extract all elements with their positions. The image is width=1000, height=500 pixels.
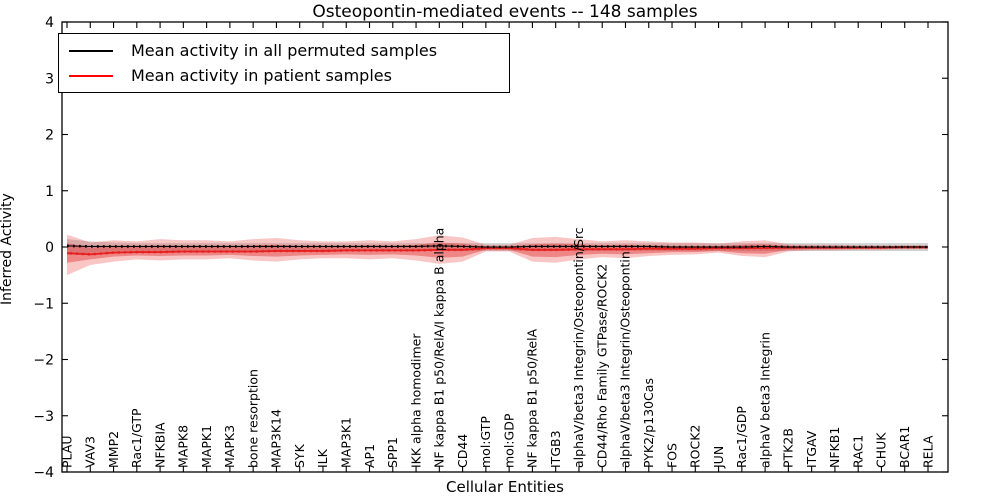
x-tick-label: MAPK3 [222, 425, 237, 468]
x-tick-label: IKK alpha homodimer [408, 333, 423, 468]
x-tick-label: MMP2 [106, 431, 121, 468]
x-tick-label: mol:GDP [501, 413, 516, 468]
x-tick-label: NFKB1 [827, 427, 842, 468]
x-tick-label: RELA [920, 435, 935, 468]
legend: Mean activity in all permuted samples Me… [58, 33, 510, 93]
y-tick-label: 3 [45, 71, 54, 87]
x-tick-label: NFKBIA [152, 422, 167, 468]
legend-label-patient: Mean activity in patient samples [131, 66, 392, 85]
y-tick-label: −1 [33, 296, 54, 312]
confidence-bands [67, 234, 928, 276]
y-tick-label: 1 [45, 184, 54, 200]
x-tick-label: PTK2B [781, 428, 796, 468]
x-tick-label: SYK [292, 443, 307, 468]
x-tick-label: FOS [664, 443, 679, 468]
x-tick-label: mol:GTP [478, 416, 493, 468]
x-tick-label: ITGAV [804, 430, 819, 468]
x-tick-labels: PLAU VAV3 MMP2 Rac1/GTP NFKBIA MAPK8 MAPK1 MAPK… [59, 227, 935, 469]
permuted-line-sample-icon [69, 49, 113, 52]
x-tick-label: BCAR1 [897, 426, 912, 468]
mean-lines [66, 244, 928, 256]
permuted-mean-line [66, 245, 928, 248]
x-tick-label: ROCK2 [688, 425, 703, 468]
x-tick-label: MAP3K14 [269, 409, 284, 468]
x-tick-label: VAV3 [83, 436, 98, 468]
x-tick-label: RAC1 [850, 435, 865, 468]
x-tick-label: JUN [711, 446, 726, 469]
x-tick-label: Rac1/GDP [734, 406, 749, 468]
y-tick-label: −3 [33, 409, 54, 425]
legend-item-patient: Mean activity in patient samples [69, 63, 499, 88]
x-tick-label: SPP1 [385, 437, 400, 468]
y-axis-title: Inferred Activity [0, 193, 15, 305]
x-tick-label: ITGB3 [548, 430, 563, 468]
x-tick-label: AP1 [362, 444, 377, 468]
x-tick-label: bone resorption [245, 369, 260, 468]
chart-title: Osteopontin-mediated events -- 148 sampl… [312, 2, 698, 22]
x-tick-label: Rac1/GTP [129, 408, 144, 468]
y-tick-labels: −4 −3 −2 −1 0 1 2 3 4 [33, 15, 54, 481]
legend-label-permuted: Mean activity in all permuted samples [131, 41, 438, 60]
x-tick-label: CD44 [455, 434, 470, 468]
y-tick-label: 2 [45, 128, 54, 144]
x-tick-label: NF kappa B1 p50/RelA [525, 328, 540, 468]
y-tick-label: 0 [45, 240, 54, 256]
legend-item-permuted: Mean activity in all permuted samples [69, 38, 499, 63]
x-tick-label: ILK [315, 448, 330, 468]
x-tick-label: CHUK [874, 432, 889, 468]
y-tick-label: −2 [33, 353, 54, 369]
x-tick-label: alphaV/beta3 Integrin/Osteopontin/Src [571, 227, 586, 468]
x-tick-label: CD44/Rho Family GTPase/ROCK2 [594, 264, 609, 468]
axis-ticks [62, 21, 948, 473]
x-tick-label: NF kappa B1 p50/RelA/I kappa B alpha [432, 228, 447, 468]
x-tick-label: MAP3K1 [338, 417, 353, 468]
x-tick-label: MAPK1 [199, 425, 214, 468]
y-tick-label: 4 [45, 15, 54, 31]
x-axis-title: Cellular Entities [446, 478, 564, 496]
x-tick-label: alphaV beta3 Integrin [757, 332, 772, 468]
x-tick-label: PYK2/p130Cas [641, 378, 656, 468]
patient-line-sample-icon [69, 74, 113, 77]
patient-samples-spread-outer-band [67, 234, 928, 276]
x-tick-label: MAPK8 [176, 425, 191, 468]
patient-mean-line-dots [66, 245, 928, 256]
x-tick-label: PLAU [59, 436, 74, 469]
x-tick-label: alphaV/beta3 Integrin/Osteopontin [618, 251, 633, 468]
y-tick-label: −4 [33, 465, 54, 481]
